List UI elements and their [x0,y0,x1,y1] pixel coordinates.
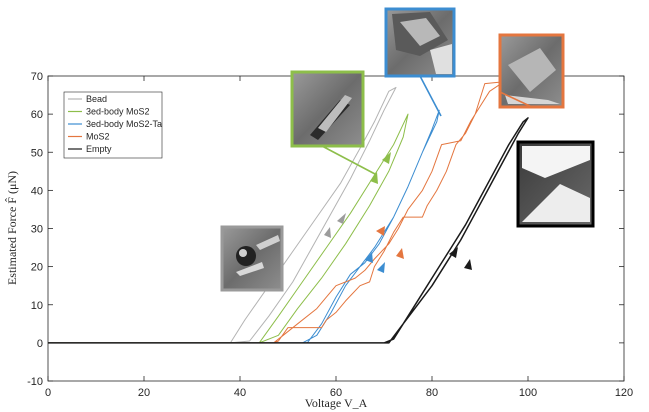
legend-label: 3ed-body MoS2-Ta [86,119,162,129]
callout-line-mos2 [499,91,533,108]
y-tick-label: 40 [31,185,43,197]
x-axis-label: Voltage V_A [305,396,368,410]
sem-inset-mos2-ta [384,7,456,78]
arrow-bead-up [324,227,331,238]
x-tick-label: 40 [234,387,246,399]
arrow-black-up [464,259,472,270]
series-line-3ed-body-mos2 [48,113,409,344]
y-tick-label: 0 [37,338,43,350]
x-tick-label: 80 [426,387,438,399]
y-axis-ticks: -10 0 10 20 30 40 50 60 70 [27,71,624,388]
x-tick-label: 20 [138,387,150,399]
x-tick-label: 100 [519,387,537,399]
arrow-green-down [382,152,391,164]
y-tick-label: 30 [31,224,43,236]
x-tick-label: 60 [330,387,342,399]
arrow-blue-up [365,252,373,263]
series-line-empty [48,117,529,344]
callout-line-mos2-ta [419,75,442,117]
y-axis-label: Estimated Force F̂ (μN) [5,171,19,285]
legend: Bead 3ed-body MoS2 3ed-body MoS2-Ta MoS2 Emp… [63,91,163,159]
x-tick-label: 120 [615,387,633,399]
arrow-orange-left [376,226,385,236]
y-tick-label: 70 [31,71,43,83]
y-tick-label: 50 [31,147,43,159]
legend-label: MoS2 [86,132,110,142]
legend-box [63,91,163,159]
y-tick-label: 60 [31,109,43,121]
y-tick-label: 10 [31,300,43,312]
legend-label: 3ed-body MoS2 [86,107,150,117]
arrow-blue-down [377,262,385,273]
arrow-bead-down [337,213,346,224]
y-tick-label: 20 [31,262,43,274]
sem-inset-mos2-3ed-body [290,70,365,148]
arrow-black-down [449,247,458,258]
legend-label: Empty [86,144,112,154]
series-line-mos2 [48,81,505,344]
arrow-orange-up [396,248,404,259]
y-tick-label: -10 [27,376,43,388]
direction-arrows [324,152,472,273]
sem-inset-bead [220,225,284,292]
x-tick-label: 0 [45,387,51,399]
series-line-3ed-body-mos2-ta [48,109,440,344]
callout-line-mos2-3ed-body [321,145,376,175]
arrow-green-up [370,172,378,184]
legend-label: Bead [86,94,107,104]
sem-inset-empty [516,140,595,228]
